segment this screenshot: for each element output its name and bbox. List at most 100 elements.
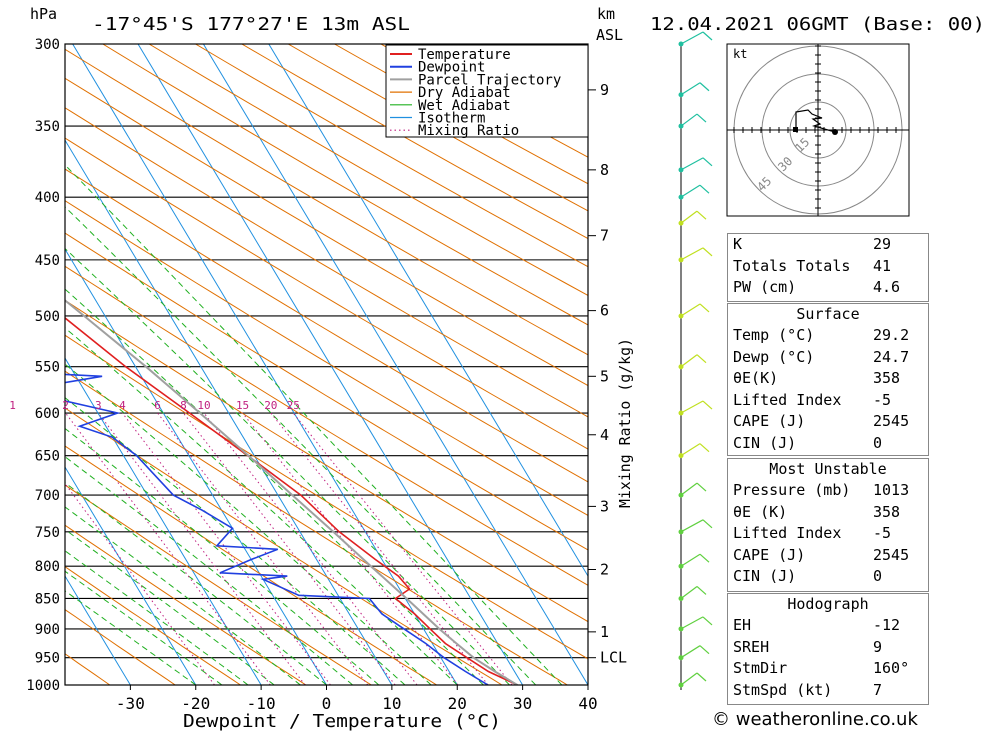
wind-barb-staff [681, 520, 703, 532]
wind-barb-flag [700, 304, 709, 312]
mixing-ratio-line [183, 413, 395, 685]
wind-barb-flag [703, 248, 712, 256]
pressure-tick-label: 700 [35, 488, 60, 504]
wind-barb-flag [703, 520, 712, 528]
index-row: CAPE (J) 2545 [728, 411, 928, 433]
hodograph-title: Hodograph [728, 594, 928, 615]
index-row: StmSpd (kt)7 [728, 680, 928, 702]
wind-barb-flag [700, 83, 709, 91]
hodograph-unit-label: kt [733, 47, 747, 61]
index-row: Temp (°C)29.2 [728, 325, 928, 347]
wind-barb-dot [679, 411, 684, 416]
pressure-tick-label: 350 [35, 119, 60, 135]
pressure-tick-label: 950 [35, 651, 60, 667]
index-label: StmSpd (kt) [733, 680, 832, 702]
wind-barb-flag [697, 483, 706, 491]
wind-barb-dot [679, 124, 684, 129]
mixing-ratio-label: 25 [287, 399, 300, 412]
index-row: CAPE (J)2545 [728, 545, 928, 567]
wind-barb-staff [681, 483, 697, 495]
index-value: 41 [873, 256, 891, 278]
wind-barb-staff [681, 554, 700, 566]
wind-barb-dot [679, 257, 684, 262]
wind-barb-dot [679, 195, 684, 200]
wet-adiabat-line [0, 7, 300, 685]
mixing-ratio-line [293, 413, 512, 685]
wet-adiabat-line [0, 7, 405, 685]
index-value: 2545 [873, 411, 909, 433]
isotherm-line [0, 7, 407, 711]
index-value: 358 [873, 368, 900, 390]
index-label: PW (cm) [733, 277, 796, 299]
index-row: CIN (J) 0 [728, 566, 928, 588]
mixing-ratio-label: 15 [236, 399, 249, 412]
asl-unit-label: ASL [596, 26, 623, 44]
index-label: CAPE (J) [733, 411, 805, 433]
wind-barb-dot [679, 221, 684, 226]
wind-barb-flag [700, 554, 709, 562]
index-row: PW (cm)4.6 [728, 277, 928, 299]
wind-barb-dot [679, 167, 684, 172]
wind-barb-staff [681, 114, 697, 126]
mixing-ratio-label: 2 [62, 399, 69, 412]
x-tick-label: -30 [116, 694, 145, 713]
km-tick-label: 3 [600, 497, 609, 515]
legend-entry-label: Mixing Ratio [418, 123, 519, 139]
pressure-tick-label: 900 [35, 622, 60, 638]
index-value: -5 [873, 523, 891, 545]
km-tick-label: 1 [600, 623, 609, 641]
index-label: EH [733, 615, 751, 637]
mixing-ratio-label: 6 [154, 399, 161, 412]
wind-barb-dot [679, 683, 684, 688]
x-axis-title: Dewpoint / Temperature (°C) [183, 711, 501, 732]
isotherm-line [0, 7, 15, 711]
wind-barb-flag [697, 673, 706, 681]
mixing-ratio-label: 1 [9, 399, 16, 412]
pressure-tick-label: 850 [35, 591, 60, 607]
wind-barb-staff [681, 83, 700, 95]
index-value: 0 [873, 433, 882, 455]
wind-barb-flag [703, 617, 712, 625]
hodograph-storm-motion [832, 129, 838, 135]
index-label: CIN (J) [733, 433, 796, 455]
wind-barb-flag [700, 444, 709, 452]
km-tick-label: 5 [600, 367, 609, 385]
km-unit-label: km [597, 5, 615, 23]
index-value: 29.2 [873, 325, 909, 347]
wind-barb-dot [679, 493, 684, 498]
index-label: CIN (J) [733, 566, 796, 588]
copyright-footer[interactable]: © weatheronline.co.uk [712, 709, 918, 730]
wind-barb-dot [679, 626, 684, 631]
wind-barb-dot [679, 364, 684, 369]
index-row: θE(K)358 [728, 368, 928, 390]
pressure-tick-label: 800 [35, 559, 60, 575]
wind-barb-dot [679, 42, 684, 47]
index-label: Pressure (mb) [733, 480, 850, 502]
wind-barb-dot [679, 529, 684, 534]
index-row: CIN (J) 0 [728, 433, 928, 455]
wind-barb-dot [679, 564, 684, 569]
mixing-ratio-label: 20 [264, 399, 277, 412]
index-value: 24.7 [873, 347, 909, 369]
wind-barb-staff [681, 185, 700, 197]
mixing-ratio-label: 10 [197, 399, 210, 412]
pressure-tick-label: 1000 [26, 678, 60, 694]
index-value: 0 [873, 566, 882, 588]
wind-barb-staff [681, 673, 697, 685]
wind-barb-staff [681, 355, 697, 367]
index-row: Dewp (°C)24.7 [728, 347, 928, 369]
index-row: θE (K)358 [728, 502, 928, 524]
index-value: 2545 [873, 545, 909, 567]
index-label: StmDir [733, 658, 787, 680]
wind-barb-dot [679, 655, 684, 660]
pressure-tick-label: 400 [35, 190, 60, 206]
wind-barb-flag [703, 158, 712, 166]
wind-barb-flag [700, 185, 709, 193]
